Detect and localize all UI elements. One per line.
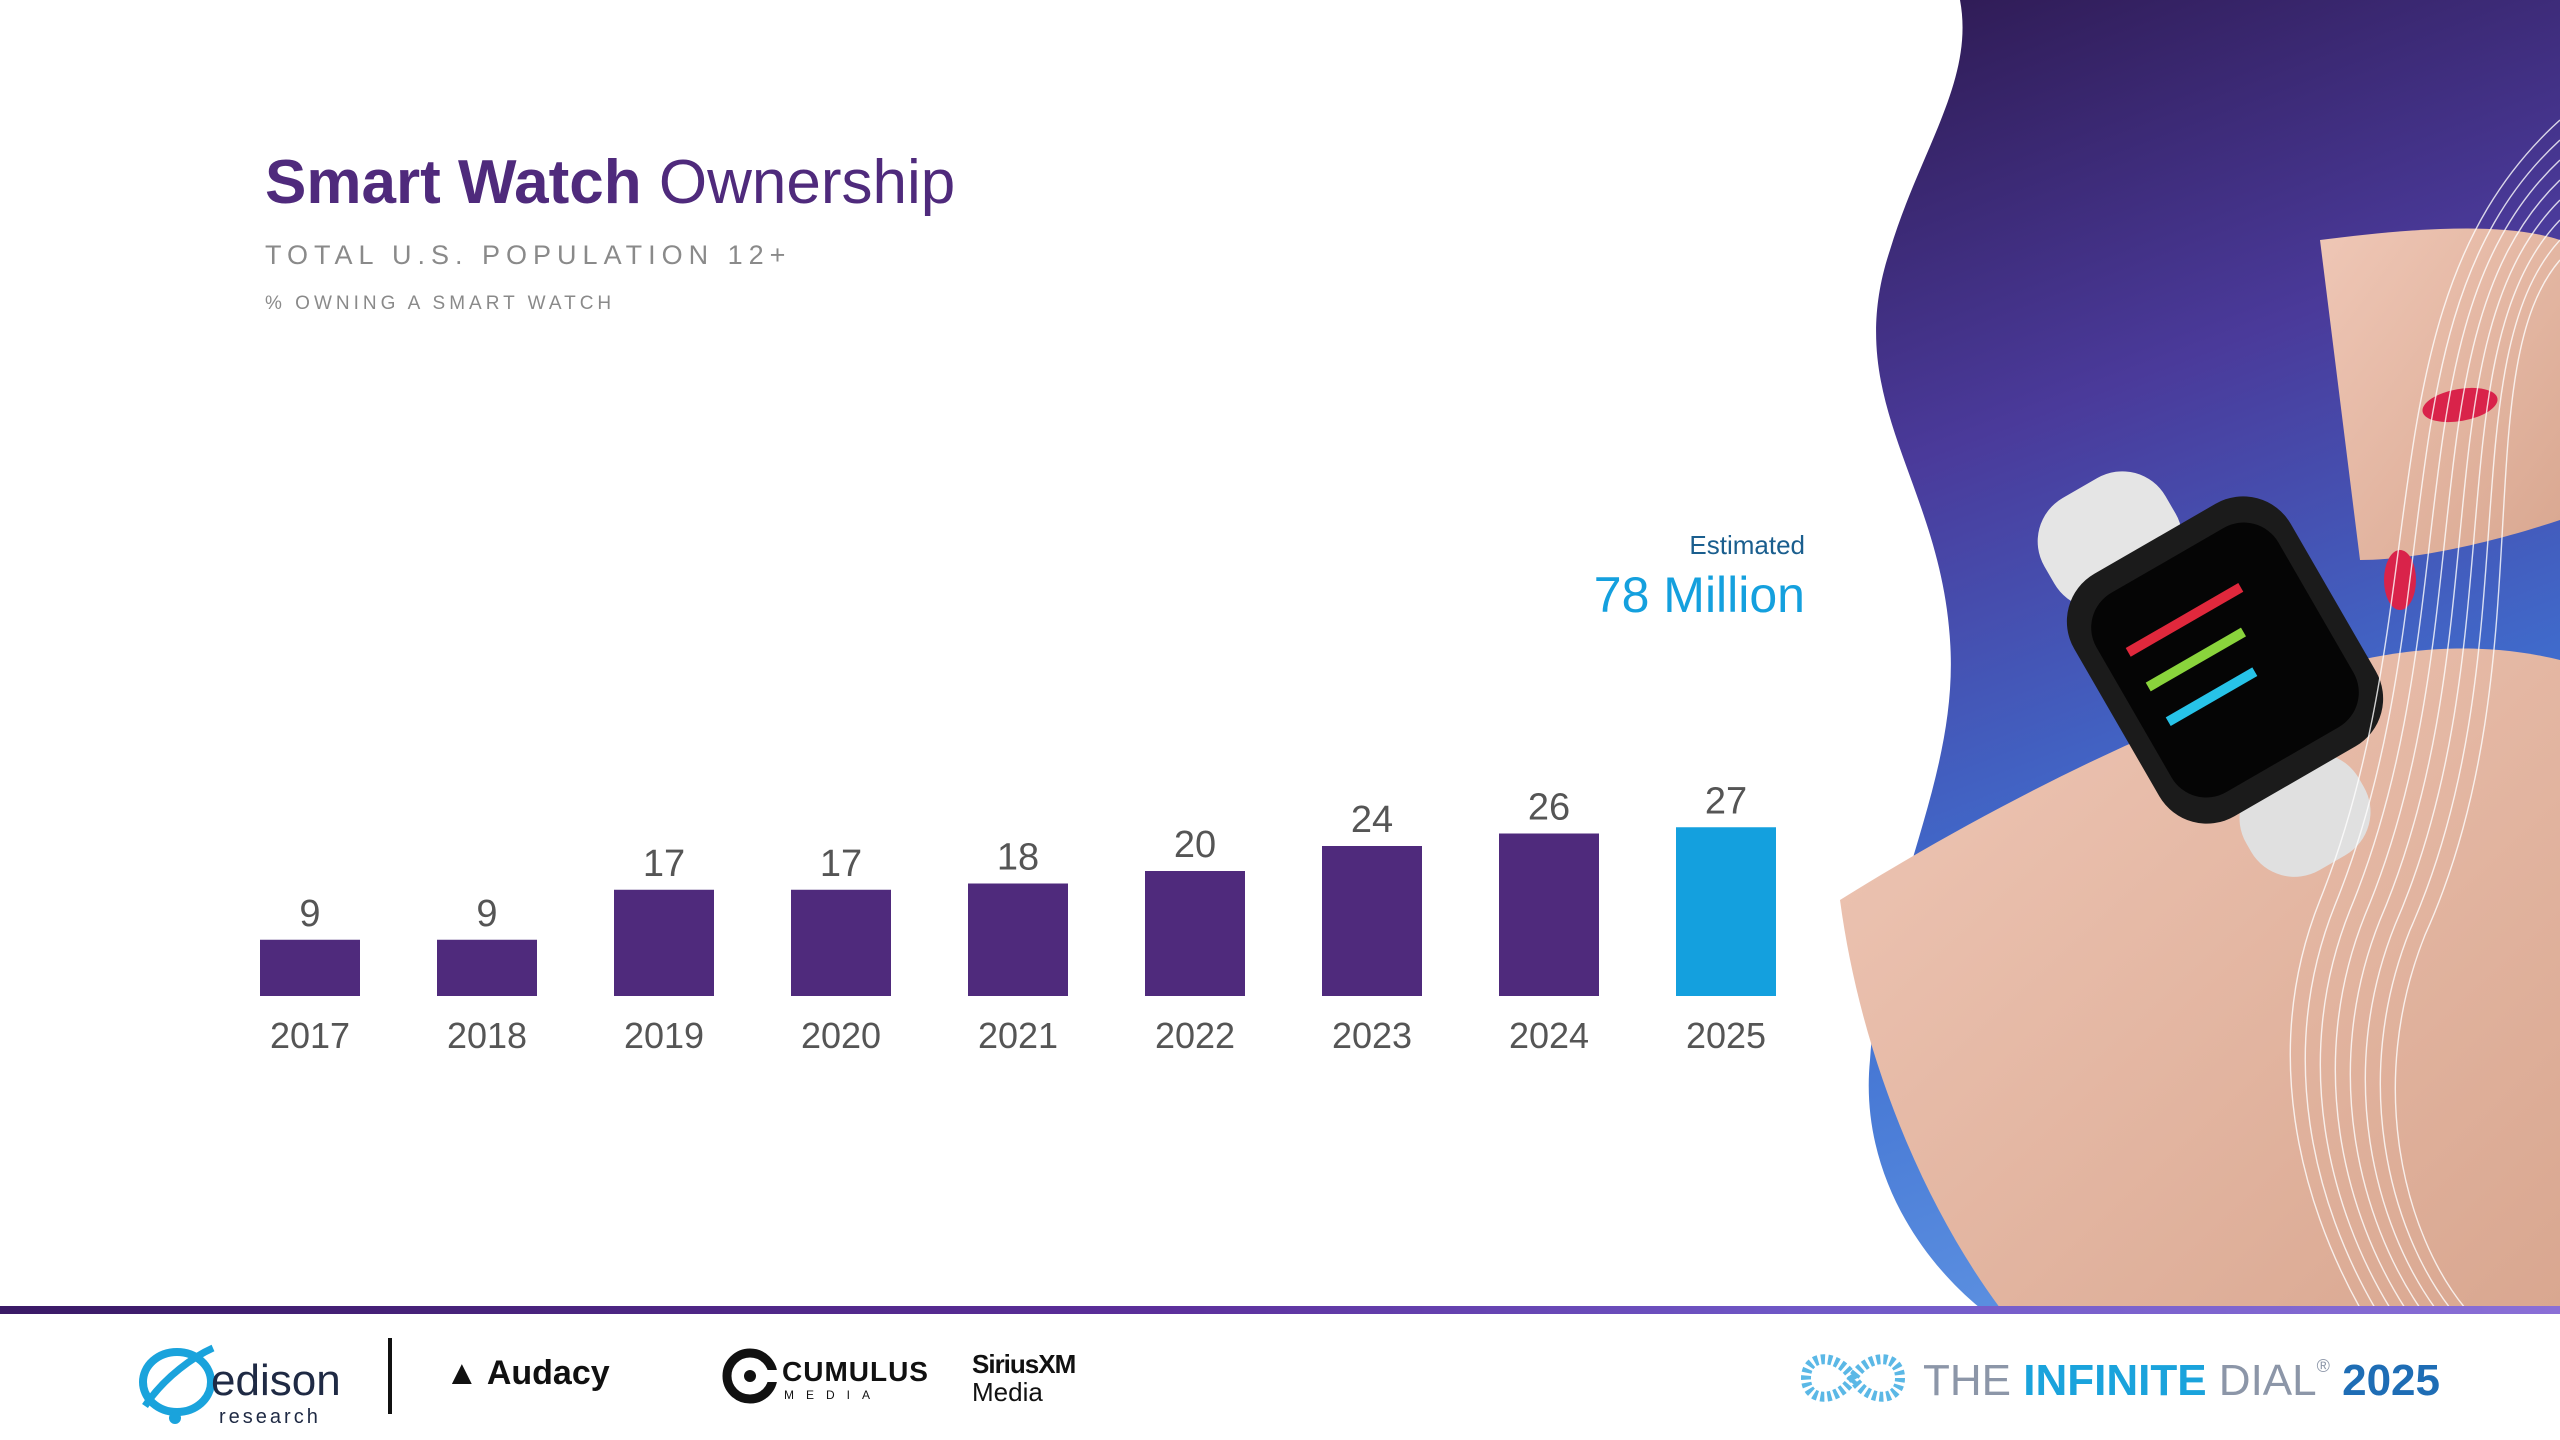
footer-logos: edison research ▲ Audacy CUMULUS MEDIA S… xyxy=(0,1314,2560,1440)
value-label-2021: 18 xyxy=(997,837,1039,879)
bar-2021 xyxy=(968,883,1068,996)
value-label-2018: 9 xyxy=(476,893,497,935)
audacy-name: Audacy xyxy=(486,1354,610,1392)
bar-2020 xyxy=(791,889,891,996)
value-label-2020: 17 xyxy=(820,843,862,885)
infinite-the: THE xyxy=(1923,1356,2024,1405)
sirius-name: SiriusXM xyxy=(972,1349,1076,1379)
infinite-dial-logo: THE INFINITE DIAL® 2025 xyxy=(1798,1348,2458,1408)
sirius-sub: Media xyxy=(972,1377,1043,1407)
estimate-callout: Estimated 78 Million xyxy=(1594,525,1805,625)
category-label-2017: 2017 xyxy=(270,1015,350,1056)
chart-measure: % OWNING A SMART WATCH xyxy=(265,293,616,314)
value-label-2022: 20 xyxy=(1174,824,1216,866)
infinite-dial: DIAL xyxy=(2206,1356,2317,1405)
bar-2018 xyxy=(437,939,537,996)
estimate-value: 78 Million xyxy=(1593,567,1805,623)
category-label-2024: 2024 xyxy=(1509,1015,1589,1056)
value-label-2019: 17 xyxy=(643,843,685,885)
category-label-2018: 2018 xyxy=(447,1015,527,1056)
title-light: Ownership xyxy=(658,148,956,217)
category-label-2025: 2025 xyxy=(1686,1015,1766,1056)
infinity-icon xyxy=(1800,1354,1906,1402)
bar-2025 xyxy=(1676,827,1776,996)
value-label-2023: 24 xyxy=(1351,799,1393,841)
bar-2024 xyxy=(1499,833,1599,996)
chart-subtitle: TOTAL U.S. POPULATION 12+ xyxy=(265,240,792,270)
estimate-label: Estimated xyxy=(1689,530,1805,560)
smartwatch-photo xyxy=(1840,0,2560,1308)
category-label-2019: 2019 xyxy=(624,1015,704,1056)
edison-sub: research xyxy=(219,1406,321,1428)
edison-swirl-icon xyxy=(139,1344,215,1424)
siriusxm-logo: SiriusXM Media xyxy=(972,1349,1076,1407)
category-label-2020: 2020 xyxy=(801,1015,881,1056)
value-label-2025: 27 xyxy=(1705,780,1747,822)
cumulus-c-icon xyxy=(722,1348,778,1404)
value-label-2017: 9 xyxy=(299,893,320,935)
edison-name: edison xyxy=(211,1356,341,1405)
category-label-2022: 2022 xyxy=(1155,1015,1235,1056)
infinite-year: 2025 xyxy=(2342,1356,2440,1405)
audacy-a-icon: ▲ xyxy=(445,1354,479,1392)
category-label-2023: 2023 xyxy=(1332,1015,1412,1056)
cumulus-sub: MEDIA xyxy=(784,1388,883,1402)
bar-2022 xyxy=(1145,871,1245,996)
infinite-word: INFINITE xyxy=(2023,1356,2207,1405)
category-label-2021: 2021 xyxy=(978,1015,1058,1056)
cumulus-name: CUMULUS xyxy=(782,1356,929,1387)
footer-divider xyxy=(0,1306,2560,1314)
cumulus-media-logo: CUMULUS MEDIA xyxy=(722,1348,928,1406)
title-bold: Smart Watch xyxy=(265,148,642,217)
bar-2017 xyxy=(260,939,360,996)
infinite-dial-text: THE INFINITE DIAL® 2025 xyxy=(1923,1356,2440,1406)
bar-2023 xyxy=(1322,846,1422,996)
page-title: Smart Watch Ownership xyxy=(265,140,955,226)
bar-2019 xyxy=(614,889,714,996)
value-label-2024: 26 xyxy=(1528,787,1570,829)
infinite-reg: ® xyxy=(2316,1356,2330,1376)
edison-research-logo: edison research xyxy=(135,1336,355,1431)
audacy-logo: ▲ Audacy xyxy=(445,1354,610,1393)
logo-separator xyxy=(388,1338,392,1414)
bar-chart: 9 2017 9 2018 17 2019 17 2020 18 2021 20 2022 24 2023… xyxy=(260,780,1776,1056)
title-block: Smart Watch Ownership TOTAL U.S. POPULAT… xyxy=(265,140,955,315)
